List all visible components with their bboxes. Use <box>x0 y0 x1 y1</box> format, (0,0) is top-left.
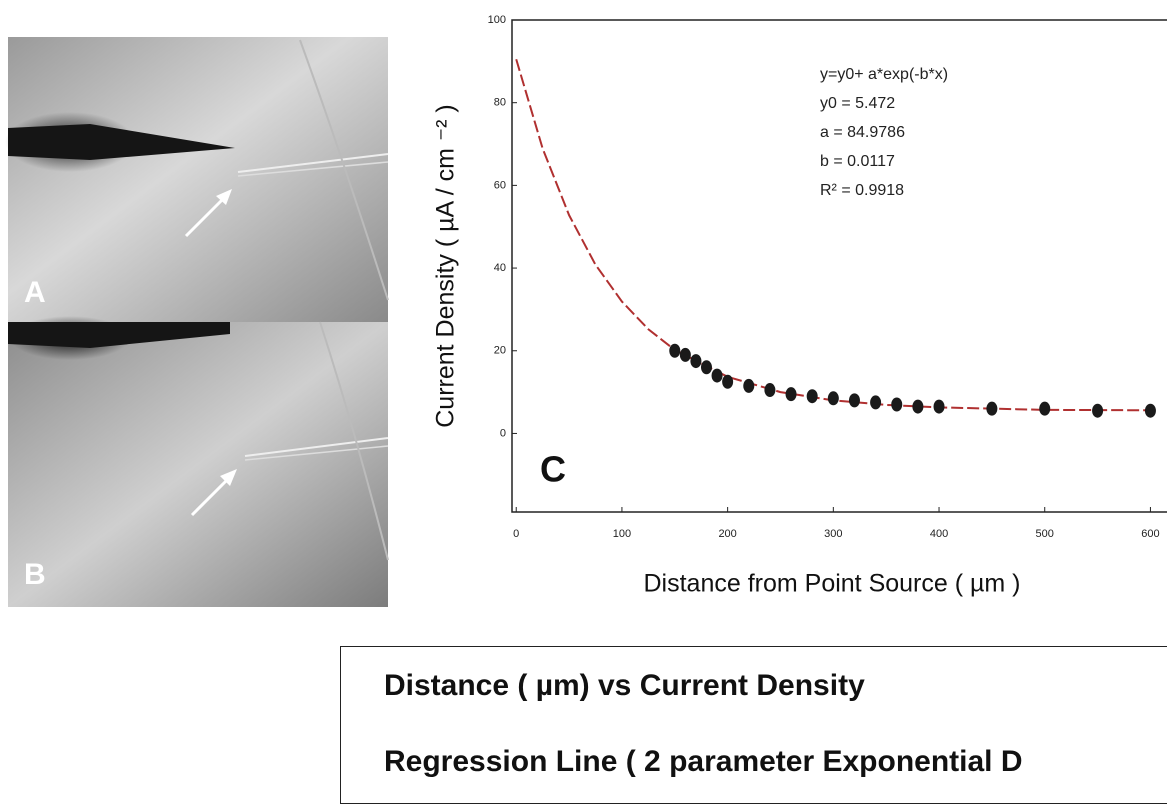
data-point <box>764 383 776 398</box>
data-point <box>1039 401 1051 416</box>
panel-label: B <box>24 558 46 591</box>
legend: Distance ( µm) vs Current Density Regres… <box>340 646 1167 804</box>
x-axis-label: Distance from Point Source ( µm ) <box>643 570 1020 598</box>
photo-b: B <box>8 316 389 607</box>
y-tick-label: 0 <box>500 427 506 439</box>
x-tick-label: 100 <box>613 528 631 540</box>
y-tick-label: 60 <box>494 179 506 191</box>
data-point <box>912 399 924 414</box>
data-point <box>690 354 702 369</box>
data-point <box>933 399 945 414</box>
data-point <box>711 368 723 383</box>
data-point <box>700 360 712 375</box>
x-tick-label: 400 <box>930 528 948 540</box>
x-tick-label: 300 <box>824 528 842 540</box>
data-point <box>870 395 882 410</box>
y-tick-label: 100 <box>488 14 506 26</box>
annotation: a = 84.9786 <box>820 124 905 141</box>
data-point <box>1092 403 1104 418</box>
y-tick-label: 80 <box>494 97 506 109</box>
x-tick-label: 0 <box>513 528 519 540</box>
data-point <box>986 401 998 416</box>
y-axis-label: Current Density ( µA / cm ⁻² ) <box>432 104 460 428</box>
data-point <box>679 347 691 362</box>
y-tick-label: 40 <box>494 262 506 274</box>
data-point <box>1144 403 1156 418</box>
legend-entry: Distance ( µm) vs Current Density <box>384 669 865 702</box>
x-tick-label: 200 <box>718 528 736 540</box>
y-tick-label: 20 <box>494 345 506 357</box>
data-point <box>743 378 755 393</box>
panel-label: A <box>24 276 46 309</box>
data-point <box>669 343 681 358</box>
x-tick-label: 500 <box>1036 528 1054 540</box>
annotation: y=y0+ a*exp(-b*x) <box>820 66 948 83</box>
photo-a: A <box>5 37 389 322</box>
data-point <box>806 389 818 404</box>
data-point <box>827 391 839 406</box>
panel-label: C <box>540 449 566 490</box>
plot-frame <box>511 19 1167 513</box>
data-point <box>891 397 903 412</box>
regression-line <box>515 58 1151 412</box>
data-point <box>785 387 797 402</box>
annotation: b = 0.0117 <box>820 153 895 170</box>
legend-entry: Regression Line ( 2 parameter Exponentia… <box>384 745 1023 778</box>
annotation: y0 = 5.472 <box>820 95 895 112</box>
x-tick-label: 600 <box>1141 528 1159 540</box>
data-point <box>848 393 860 408</box>
annotation: R² = 0.9918 <box>820 182 904 199</box>
data-point <box>722 374 734 389</box>
